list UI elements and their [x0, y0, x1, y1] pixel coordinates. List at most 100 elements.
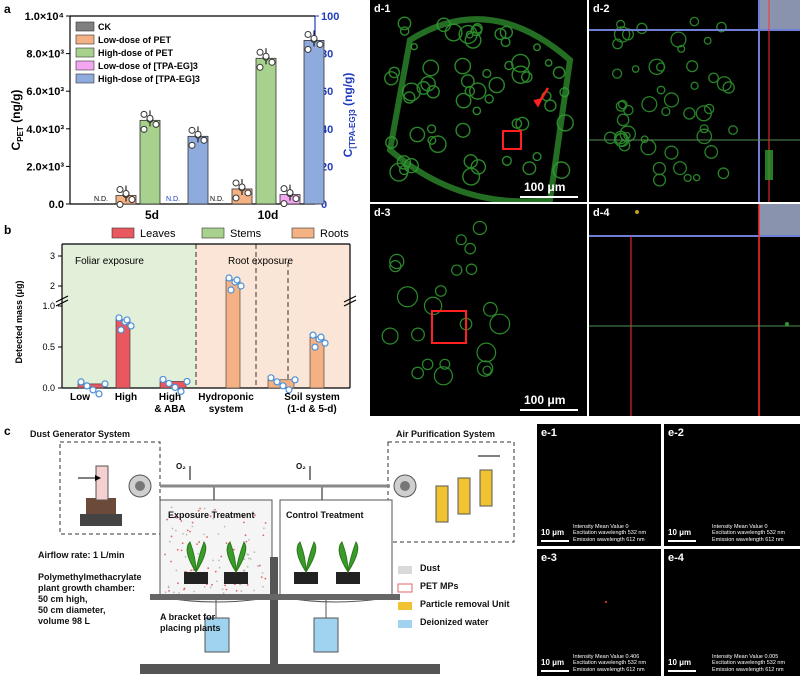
- b-point: [233, 276, 241, 284]
- b-point: [225, 274, 233, 282]
- a-point: [128, 196, 136, 204]
- a-category: 5d: [145, 208, 159, 222]
- a-legend-label: CK: [98, 22, 111, 32]
- panel-c-schematic: [59, 441, 515, 674]
- a-point: [256, 48, 264, 56]
- b-point: [95, 390, 103, 398]
- b-bar: [225, 279, 241, 389]
- b-legend-label: Leaves: [140, 228, 176, 240]
- b-point: [89, 386, 97, 394]
- d3-scale: 100 μm: [524, 393, 566, 407]
- c-legend-particle: Particle removal Unit: [420, 599, 510, 609]
- d4-label: d-4: [593, 207, 610, 219]
- micro-e3: e-3 10 μm Intensity Mean Value 0.406 Exci…: [537, 549, 661, 676]
- a-point: [194, 130, 202, 138]
- a-bar: [303, 40, 325, 205]
- b-ytick: 0.5: [42, 342, 55, 352]
- c-air-purification-title: Air Purification System: [396, 429, 496, 439]
- e3-info: Intensity Mean Value 0.406 Excitation wav…: [573, 653, 647, 673]
- a-point: [188, 126, 196, 134]
- b-point: [165, 379, 173, 388]
- micro-e2: e-2 10 μm Intensity Mean Value 0 Excitati…: [664, 424, 800, 546]
- c-control-label: Control Treatment: [286, 510, 364, 520]
- e1-scale: 10 μm: [541, 528, 565, 537]
- c-o2-right: O₂: [296, 462, 306, 471]
- d1-scale: 100 μm: [524, 180, 566, 194]
- a-left-tick: 8.0×10³: [26, 49, 64, 61]
- a-legend-swatch: [75, 34, 95, 45]
- c-o2-left: O₂: [176, 462, 186, 471]
- b-point: [237, 282, 245, 290]
- a-bar: [139, 119, 161, 205]
- e2-info: Intensity Mean Value 0 Excitation wavelen…: [712, 523, 786, 543]
- b-point: [279, 382, 287, 390]
- a-point: [116, 201, 124, 209]
- b-category: (1-d & 5-d): [287, 404, 336, 415]
- a-legend-swatch: [75, 47, 95, 58]
- b-point: [267, 374, 275, 382]
- micro-e1: e-1 10 μm Intensity Mean Value 0 Excitati…: [537, 424, 661, 546]
- c-airflow: Airflow rate: 1 L/min: [38, 550, 125, 560]
- b-category: High: [115, 392, 137, 403]
- b-point: [127, 322, 135, 330]
- a-point: [310, 34, 318, 42]
- b-point: [227, 286, 235, 294]
- b-point: [171, 383, 179, 392]
- a-point: [280, 185, 288, 193]
- a-point: [262, 52, 270, 60]
- a-left-tick: 1.0×10⁴: [25, 11, 64, 23]
- a-point: [304, 45, 312, 53]
- a-point: [232, 194, 240, 202]
- a-left-ylabel: CPET (ng/g): [9, 90, 25, 151]
- a-left-tick: 4.0×10³: [26, 124, 64, 136]
- b-point: [285, 386, 293, 394]
- a-left-tick: 2.0×10³: [26, 161, 64, 173]
- c-chamber-desc: Polymethylmethacrylate plant growth cham…: [38, 572, 142, 626]
- b-category: Soil system: [284, 392, 340, 403]
- a-point: [286, 189, 294, 197]
- c-legend-pet: PET MPs: [420, 581, 459, 591]
- b-point: [311, 343, 319, 351]
- a-point: [140, 110, 148, 118]
- c-exposure-label: Exposure Treatment: [168, 510, 255, 520]
- b-ytick: 1.0: [42, 301, 55, 311]
- a-point: [116, 186, 124, 194]
- b-point: [123, 316, 131, 324]
- b-category: Hydroponic: [198, 392, 254, 403]
- b-point: [321, 339, 329, 347]
- b-point: [317, 333, 325, 341]
- panel-a-letter: a: [4, 2, 11, 16]
- b-region-foliar: Foliar exposure: [75, 256, 144, 267]
- micro-d3: d-3 100 μm: [370, 204, 587, 416]
- a-nd-label: N.D.: [94, 196, 108, 203]
- panel-b-chart: 0.0 0.5 1.0 2 3 Leaves Stems Roots Foliar expo…: [14, 227, 357, 415]
- a-point: [232, 179, 240, 187]
- a-point: [152, 120, 160, 128]
- b-point: [309, 331, 317, 339]
- a-right-tick: 0: [321, 199, 327, 211]
- a-point: [244, 189, 252, 197]
- e1-label: e-1: [541, 427, 557, 439]
- e4-label: e-4: [668, 552, 684, 564]
- a-point: [146, 114, 154, 122]
- a-legend-swatch: [75, 60, 95, 71]
- micro-d4: d-4: [589, 204, 800, 416]
- a-point: [188, 141, 196, 149]
- b-point: [183, 377, 191, 386]
- e4-scale: 10 μm: [668, 658, 692, 667]
- b-legend-label: Stems: [230, 228, 262, 240]
- a-point: [316, 40, 324, 48]
- a-category: 10d: [258, 208, 279, 222]
- d3-roi-box: [431, 310, 467, 344]
- a-nd-label: N.D.: [166, 196, 180, 203]
- d3-label: d-3: [374, 207, 391, 219]
- c-legend-dust: Dust: [420, 563, 440, 573]
- micro-d2: d-2: [589, 0, 800, 202]
- b-category: High: [159, 392, 181, 403]
- b-point: [115, 314, 123, 322]
- b-point: [101, 380, 109, 388]
- d1-roi-box: [502, 130, 522, 150]
- b-point: [117, 326, 125, 334]
- c-dust-generator-title: Dust Generator System: [30, 429, 131, 439]
- b-ytick: 0.0: [42, 383, 55, 393]
